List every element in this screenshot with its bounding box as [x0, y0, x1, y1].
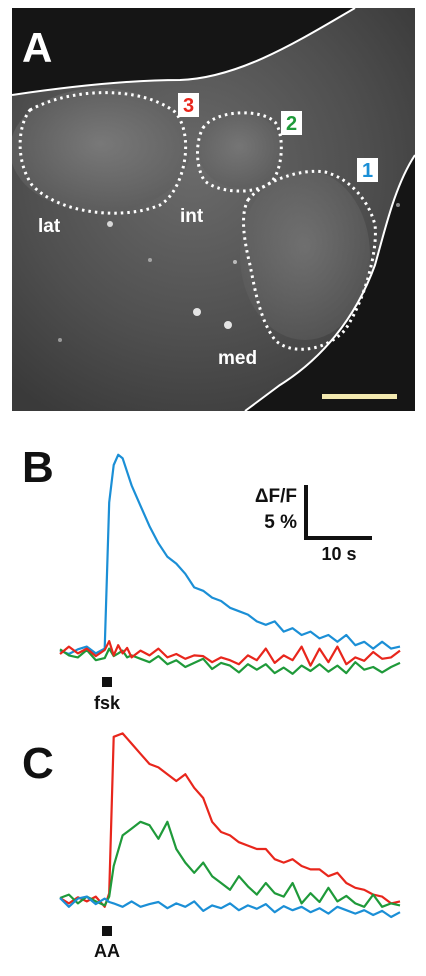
calibration-y-value: 5 % — [264, 512, 297, 533]
panel-b: B fsk ΔF/F 5 % 10 s — [22, 443, 401, 713]
roi-3-outline — [18, 91, 188, 215]
glomerulus-med-fill — [240, 170, 370, 340]
calibration-bar: ΔF/F 5 % 10 s — [255, 485, 372, 564]
stimulus-marker-c — [102, 926, 112, 936]
region-label-med: med — [218, 348, 257, 369]
calibration-x-value: 10 s — [321, 544, 356, 564]
region-label-lat: lat — [38, 216, 61, 237]
stimulus-label-b: fsk — [94, 693, 121, 713]
stimulus-marker-b — [102, 677, 112, 687]
roi-2-label-box — [281, 111, 302, 135]
bright-cell — [233, 260, 237, 264]
trace-b-series-3 — [59, 639, 401, 667]
roi-3-label-box — [178, 93, 199, 117]
region-label-int: int — [180, 206, 204, 227]
bright-cell — [107, 221, 113, 227]
trace-c-series-3 — [59, 895, 401, 919]
trace-b-series-1 — [59, 453, 401, 656]
roi-3-label: 3 — [183, 95, 194, 117]
bright-cell — [58, 338, 62, 342]
image-scale-bar — [322, 394, 397, 399]
panel-a-label: A — [22, 24, 52, 71]
stimulus-label-c: AA — [94, 941, 120, 961]
glomerulus-lat-fill — [12, 88, 190, 212]
bright-cell — [396, 203, 400, 207]
panel-c-label: C — [22, 739, 54, 788]
glomerulus-int-fill — [198, 112, 282, 188]
plot-b — [59, 453, 401, 675]
tissue-boundary-right — [244, 154, 415, 411]
panel-c: C AA — [22, 732, 401, 961]
roi-1-outline — [242, 169, 377, 351]
trace-c-series-1 — [59, 732, 401, 908]
bright-cell — [148, 258, 152, 262]
panel-b-label: B — [22, 443, 54, 492]
bright-cell — [193, 308, 201, 316]
roi-1-label-box — [357, 158, 378, 182]
trace-c-series-2 — [59, 820, 401, 908]
roi-1-label: 1 — [362, 160, 373, 182]
plot-c — [59, 732, 401, 919]
calibration-y-label: ΔF/F — [255, 486, 297, 507]
tissue-boundary-top — [12, 8, 356, 96]
bright-cell — [224, 321, 232, 329]
calibration-bar-lines — [304, 485, 372, 540]
panel-a: A lat int med 3 2 1 — [12, 8, 415, 411]
roi-2-label: 2 — [286, 113, 297, 135]
